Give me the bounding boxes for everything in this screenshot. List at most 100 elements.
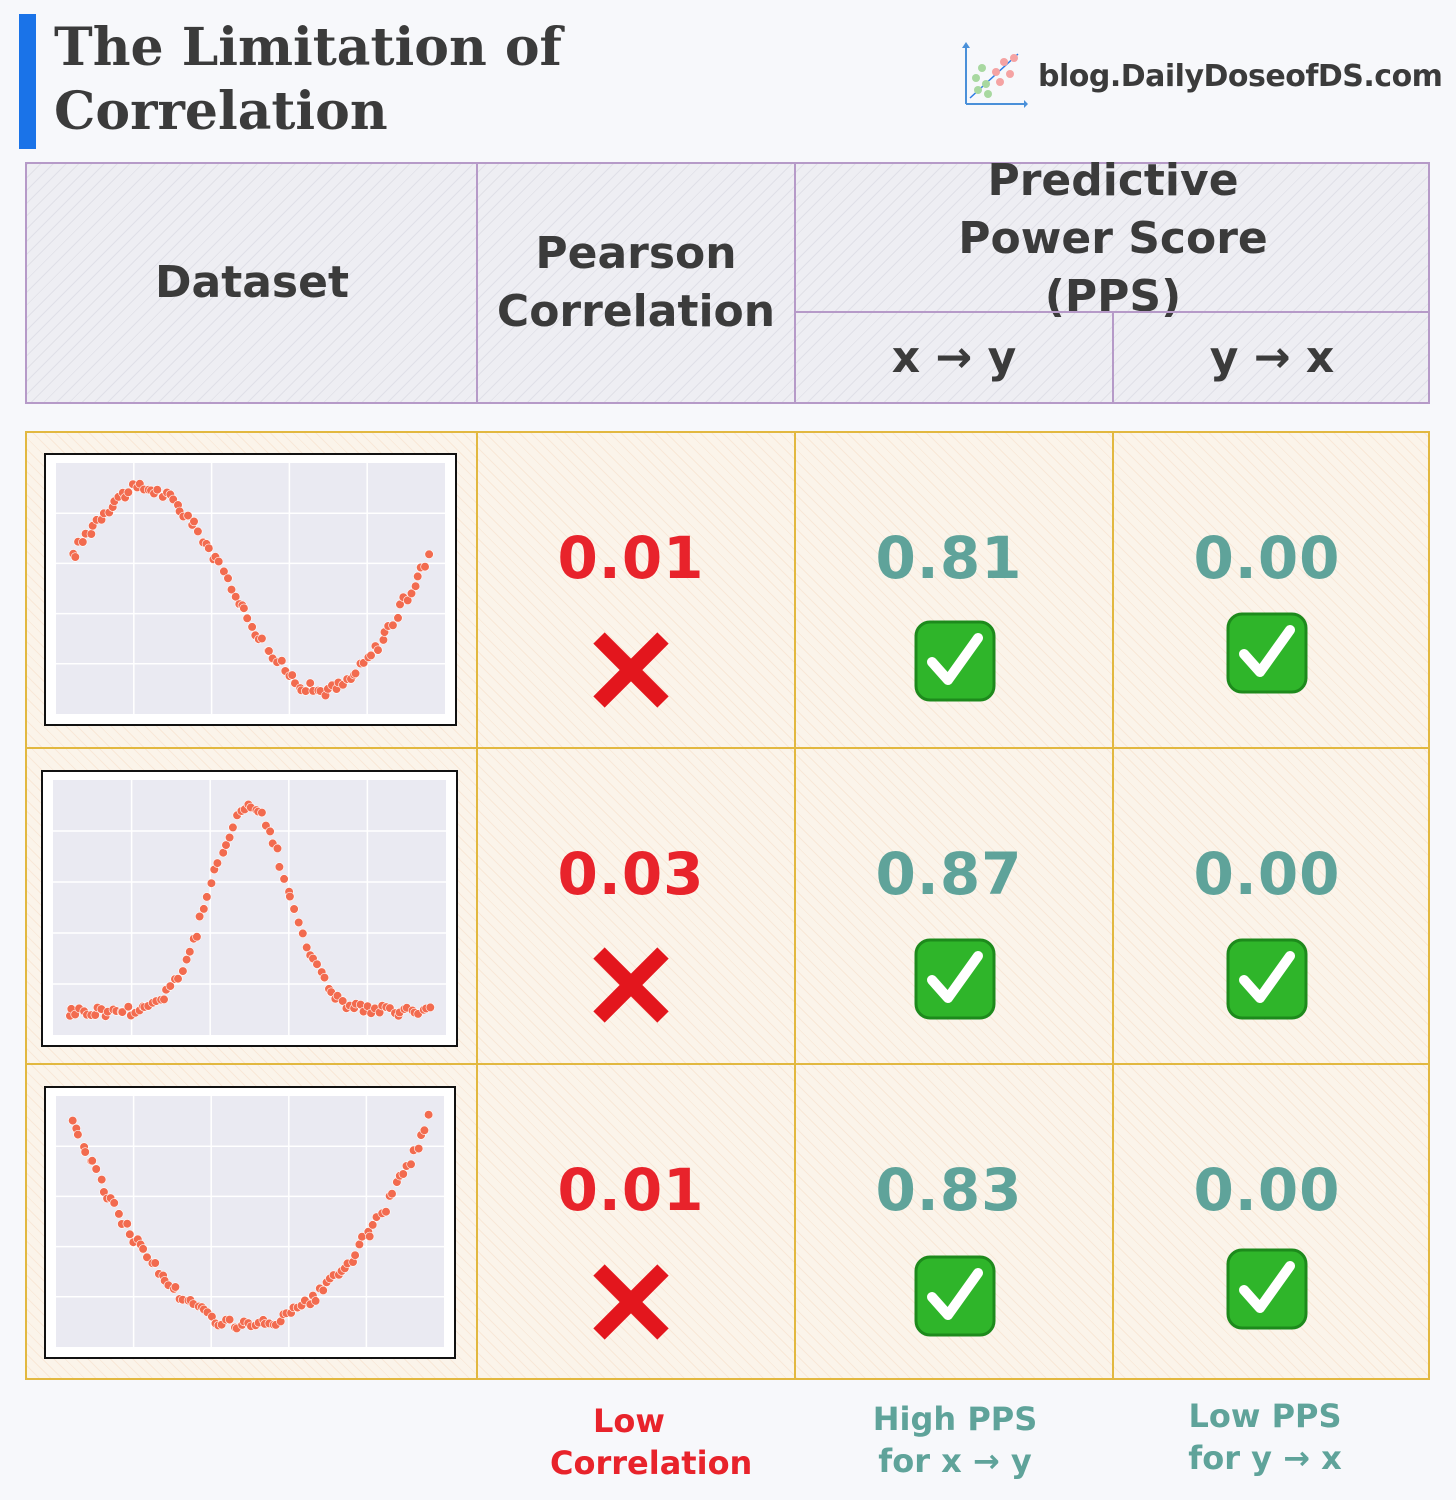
footer-pps-x-to-y-note: High PPS for x → y — [872, 1400, 1038, 1480]
scatter-point — [350, 668, 361, 678]
scatter-point — [302, 942, 312, 952]
brand[interactable]: blog.DailyDoseofDS.com — [958, 40, 1443, 112]
plot-area — [53, 780, 446, 1035]
check-mark-button-icon — [914, 938, 996, 1020]
plot-area — [56, 1096, 444, 1347]
scatter-point — [142, 1252, 152, 1262]
scatter-point — [97, 1174, 107, 1185]
pps-y-to-x-value: 0.00 — [1193, 524, 1341, 592]
scatter-logo-icon — [962, 42, 1028, 108]
scatter-point — [279, 874, 289, 884]
scatter-point — [420, 562, 430, 572]
scatter-point — [73, 1129, 83, 1140]
cross-mark-icon — [593, 632, 669, 708]
scatter-point — [91, 1164, 101, 1174]
cross-mark-icon — [593, 947, 669, 1023]
scatter-point — [277, 656, 287, 666]
scatter-point — [350, 1250, 360, 1260]
scatter-point — [159, 994, 169, 1004]
scatter-point — [173, 974, 183, 984]
scatter-point — [195, 911, 205, 922]
scatter-point — [239, 603, 249, 613]
pps-y-to-x-value: 0.00 — [1193, 1156, 1341, 1224]
scatter-point — [272, 843, 283, 853]
table-header: Dataset Pearson Correlation Predictive P… — [25, 155, 1430, 404]
scatter-point — [189, 516, 199, 527]
scatter-point — [86, 529, 96, 539]
scatter-point — [373, 645, 383, 655]
column-pps-x-to-y: x → y — [891, 331, 1017, 383]
scatter-point — [114, 1209, 124, 1219]
scatter-point — [406, 1159, 416, 1169]
scatter-point — [185, 947, 195, 957]
scatter-point — [165, 981, 175, 991]
scatter-point — [182, 955, 192, 965]
scatter-point — [406, 588, 417, 598]
scatter-point — [305, 678, 315, 688]
check-mark-button-icon — [1226, 612, 1308, 694]
scatter-point — [387, 1189, 397, 1199]
scatter-point — [257, 807, 267, 818]
scatter-point — [87, 1156, 97, 1166]
scatter-point — [122, 1219, 132, 1229]
scatter-point — [228, 822, 238, 833]
pps-x-to-y-value: 0.81 — [875, 524, 1023, 592]
scatter-point — [123, 1002, 133, 1012]
scatter-point — [206, 878, 216, 888]
scatter-point — [117, 1007, 127, 1017]
scatter-point — [388, 620, 398, 630]
scatter-point — [109, 1198, 119, 1208]
scatter-point — [193, 526, 203, 536]
plot-area — [56, 463, 445, 714]
pps-y-to-x-value: 0.00 — [1193, 840, 1341, 908]
scatter-point — [123, 487, 133, 497]
scatter-point — [287, 670, 297, 680]
page-title: The Limitation of Correlation — [54, 17, 562, 142]
column-pps: Predictive Power Score (PPS) — [958, 155, 1268, 322]
scatter-point — [366, 650, 376, 660]
scatter-point — [378, 635, 389, 645]
scatter-point — [285, 891, 295, 902]
scatter-point — [150, 1258, 160, 1268]
scatter-point — [368, 1220, 378, 1230]
scatter-point — [265, 826, 275, 837]
scatter-point — [319, 973, 330, 983]
scatter-point — [311, 1296, 321, 1306]
pps-x-to-y-value: 0.87 — [875, 840, 1023, 908]
scatter-point — [138, 1244, 148, 1254]
column-pps-y-to-x: y → x — [1209, 331, 1335, 383]
scatter-point — [338, 996, 348, 1006]
footer-pps-y-to-x-note: Low PPS for y → x — [1188, 1397, 1342, 1477]
scatter-point — [257, 633, 267, 644]
scatter-point — [393, 613, 403, 623]
scatter-point — [365, 1231, 375, 1241]
pearson-value: 0.03 — [557, 840, 705, 908]
scatter-point — [219, 566, 229, 576]
scatter-point — [381, 1207, 391, 1217]
scatter-point — [183, 510, 193, 521]
pps-x-to-y-value: 0.83 — [875, 1156, 1023, 1224]
scatter-point — [170, 1282, 180, 1292]
scatter-point — [419, 1125, 430, 1135]
title-accent-bar — [19, 14, 36, 149]
scatter-point — [78, 537, 88, 547]
scatter-point — [223, 573, 233, 583]
scatter-point — [318, 1285, 328, 1295]
footer-pearson-note: Low Correlation — [550, 1402, 753, 1482]
scatter-point — [212, 858, 222, 868]
scatter-point — [354, 1239, 365, 1249]
cross-mark-icon — [593, 1264, 669, 1340]
scatter-point — [425, 1002, 435, 1012]
scatter-point — [68, 1115, 78, 1126]
scatter-point — [225, 832, 235, 843]
scatter-point — [225, 1315, 235, 1325]
check-mark-button-icon — [914, 620, 996, 702]
scatter-point — [274, 862, 284, 872]
scatter-point — [264, 646, 274, 656]
pearson-value: 0.01 — [557, 1156, 705, 1224]
scatter-point — [312, 959, 322, 969]
dataset-plot-bell — [41, 770, 458, 1047]
scatter-point — [226, 585, 237, 595]
scatter-point — [424, 549, 434, 559]
scatter-point — [289, 904, 299, 914]
